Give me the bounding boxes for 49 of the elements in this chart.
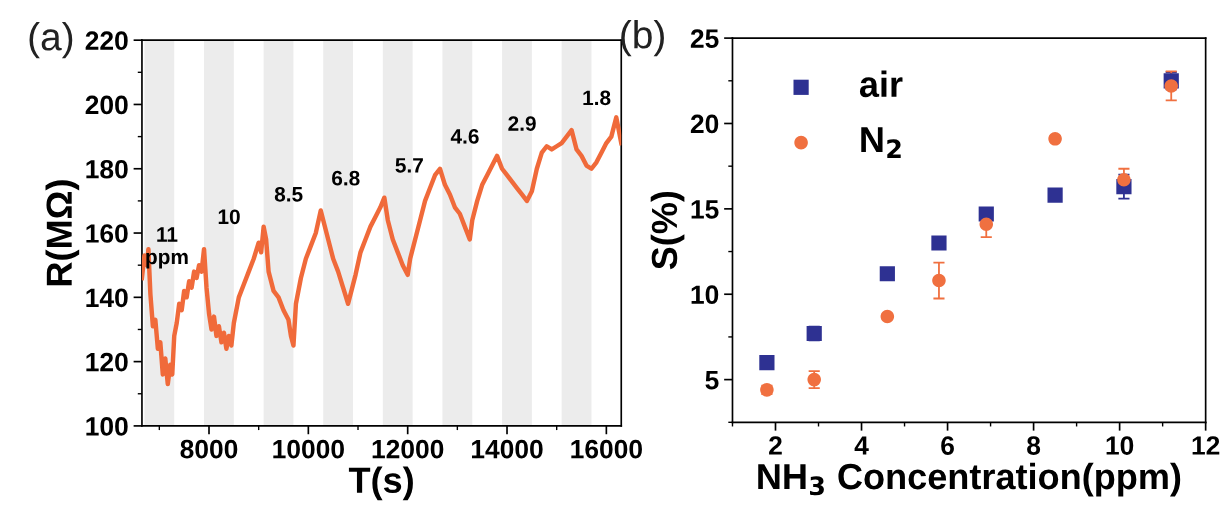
y-tick-label: 10 <box>691 285 719 305</box>
line-series <box>141 115 622 387</box>
annotation: 4.6 <box>450 129 479 144</box>
annotation: 10 <box>218 209 240 225</box>
y-tick-label: 200 <box>85 95 128 115</box>
y-tick-label: 15 <box>691 200 719 219</box>
point <box>931 235 947 251</box>
y-tick-label: 220 <box>85 31 128 50</box>
y-tick-label: 160 <box>86 224 128 243</box>
point <box>1047 187 1063 203</box>
y-axis-title: R(MΩ) <box>45 180 80 286</box>
y-tick-label: 120 <box>86 352 128 372</box>
annotation: 2.9 <box>508 116 536 131</box>
x-tick-label: 12000 <box>372 439 444 459</box>
point <box>1117 173 1131 187</box>
x-tick-label: 6 <box>941 436 954 455</box>
y-tick-label: 100 <box>86 417 128 436</box>
legend-label: air <box>859 70 903 98</box>
x-tick-label: 2 <box>769 436 782 455</box>
point <box>1164 79 1179 93</box>
annotation: 1.8 <box>583 90 611 106</box>
x-tick-label: 12 <box>1192 436 1220 455</box>
legend-label: N$_{2}$ <box>861 127 901 158</box>
text: (a) <box>29 22 73 59</box>
point <box>1048 132 1062 146</box>
annotation: (b) <box>621 19 664 57</box>
y-tick-label: 5 <box>705 371 719 390</box>
point <box>932 273 946 288</box>
x-tick-label: 16000 <box>571 439 642 459</box>
annotation: 5.7 <box>395 158 423 173</box>
annotation: 6.8 <box>332 170 360 186</box>
point <box>879 266 895 282</box>
y-tick-label: 180 <box>86 159 128 179</box>
x-tick-label: 4 <box>854 436 869 455</box>
y-tick-label: 140 <box>86 288 128 308</box>
x-axis-title: NH$_{3}$ Concentration(ppm) <box>758 462 1181 497</box>
x-tick-label: 14000 <box>471 439 543 459</box>
point <box>880 309 895 324</box>
x-tick-label: 10 <box>1106 436 1134 455</box>
y-axis-title: S(%) <box>650 191 685 270</box>
point <box>759 354 775 371</box>
y-tick-label: 20 <box>690 114 719 134</box>
y-tick-label: 25 <box>690 29 719 48</box>
x-axis-title: T(s) <box>348 466 413 501</box>
annotation: 8.5 <box>274 186 303 202</box>
point <box>979 217 994 231</box>
x-tick-label: 8000 <box>180 439 238 459</box>
x-tick-label: 10000 <box>273 439 344 459</box>
x-tick-label: 8 <box>1027 436 1041 455</box>
